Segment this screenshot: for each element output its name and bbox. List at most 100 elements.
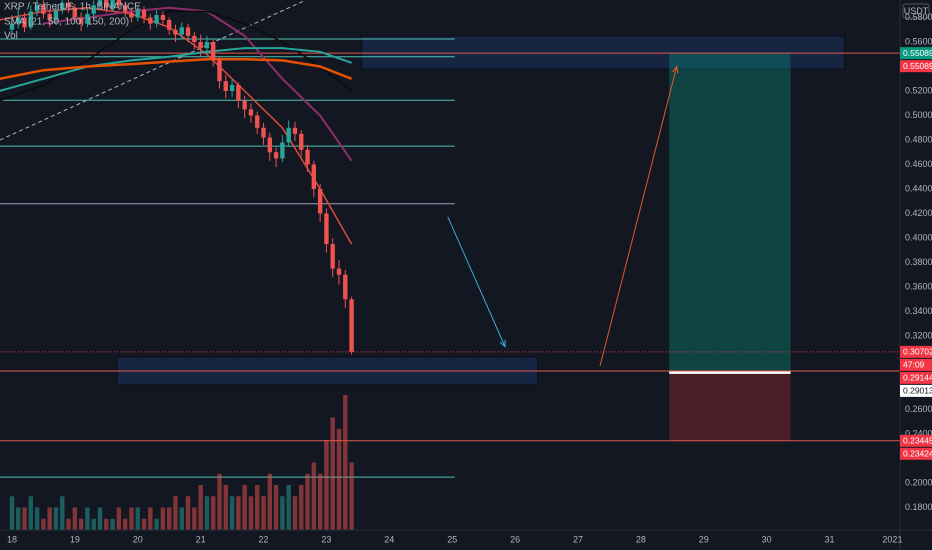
x-tick-label: 24 xyxy=(384,534,394,544)
candle-body xyxy=(242,100,247,110)
volume-bar xyxy=(166,507,172,530)
volume-bar xyxy=(104,518,109,530)
volume-bar xyxy=(91,518,96,530)
candle-body xyxy=(53,10,59,20)
volume-bar xyxy=(349,462,354,530)
legend-sma: SMA (21, 50, 100, 150, 200) xyxy=(4,17,129,28)
price-label-bg xyxy=(900,371,932,384)
volume-bar xyxy=(280,496,285,530)
currency-box[interactable] xyxy=(902,3,930,19)
candle-body xyxy=(292,127,298,134)
price-label-bg xyxy=(900,345,932,358)
x-tick-label: 18 xyxy=(7,534,17,544)
volume-bar xyxy=(9,496,15,530)
candle-body xyxy=(204,42,210,49)
candle-body xyxy=(47,13,52,20)
volume-bar xyxy=(273,485,279,530)
x-tick-label: 22 xyxy=(259,534,269,544)
volume-bar xyxy=(116,507,122,530)
volume-bar xyxy=(242,485,247,530)
volume-bar xyxy=(267,473,273,530)
volume-bar xyxy=(60,496,65,530)
x-tick-label: 19 xyxy=(70,534,80,544)
volume-bar xyxy=(198,485,203,530)
candle-body xyxy=(122,5,128,13)
volume-bar xyxy=(97,507,103,530)
volume-bar xyxy=(223,485,228,530)
stop-zone xyxy=(669,372,791,442)
volume-bar xyxy=(229,496,235,530)
price-label: 0.55089 xyxy=(903,61,932,71)
candle-body xyxy=(104,0,109,8)
price-label: 0.23445 xyxy=(903,436,932,446)
x-tick-label: 26 xyxy=(510,534,520,544)
zone xyxy=(361,35,846,70)
candle-body xyxy=(311,164,317,189)
price-label: 0.23424 xyxy=(903,449,932,459)
candle-body xyxy=(317,188,323,214)
candle-body xyxy=(28,11,34,28)
volume-bar xyxy=(299,485,304,530)
candle-body xyxy=(211,42,216,61)
candle-body xyxy=(324,213,329,245)
candle-body xyxy=(223,81,228,92)
candle-body xyxy=(148,17,153,24)
x-tick-label: 28 xyxy=(636,534,646,544)
candle-body xyxy=(179,27,184,35)
candle-body xyxy=(34,5,40,12)
volume-bar xyxy=(53,507,59,530)
candle-body xyxy=(129,12,134,18)
volume-bar xyxy=(129,507,134,530)
volume-bar xyxy=(305,473,310,530)
candle-body xyxy=(85,13,90,24)
volume-bar xyxy=(72,507,78,530)
x-tick-label: 30 xyxy=(762,534,772,544)
candle-body xyxy=(217,60,222,82)
candle-body xyxy=(267,137,273,153)
candle-body xyxy=(185,27,191,36)
candle-body xyxy=(280,142,285,159)
candle-body xyxy=(349,299,354,352)
volume-bar xyxy=(148,507,153,530)
candle-body xyxy=(91,5,96,14)
candle-body xyxy=(16,17,21,24)
price-label-bg xyxy=(900,60,932,73)
x-tick-label: 20 xyxy=(133,534,143,544)
candle-body xyxy=(229,84,235,92)
price-label-bg xyxy=(900,447,932,460)
price-label: 0.55089 xyxy=(903,48,932,58)
currency[interactable]: USDT xyxy=(904,6,929,16)
moving-average xyxy=(0,47,352,92)
candle-body xyxy=(22,17,27,28)
volume-bar xyxy=(236,496,241,530)
x-tick-label: 29 xyxy=(699,534,709,544)
candle-body xyxy=(248,109,254,116)
legend-vol: Vol xyxy=(4,31,18,42)
volume-bar xyxy=(47,507,52,530)
volume-bar xyxy=(78,518,84,530)
volume-bar xyxy=(141,518,147,530)
volume-bar xyxy=(217,473,222,530)
volume-bar xyxy=(135,507,140,530)
volume-bar xyxy=(16,507,21,530)
volume-bar xyxy=(122,518,128,530)
x-tick-label: 27 xyxy=(573,534,583,544)
legend-symbol: XRP / TetherUS, 1h, BINANCE xyxy=(4,2,141,13)
x-tick-label: 31 xyxy=(825,534,835,544)
price-label-bg xyxy=(900,384,932,397)
volume-bar xyxy=(248,496,254,530)
x-tick-label: 25 xyxy=(447,534,457,544)
candle-body xyxy=(154,15,159,24)
volume-bar xyxy=(311,462,317,530)
price-label-bg xyxy=(900,47,932,60)
